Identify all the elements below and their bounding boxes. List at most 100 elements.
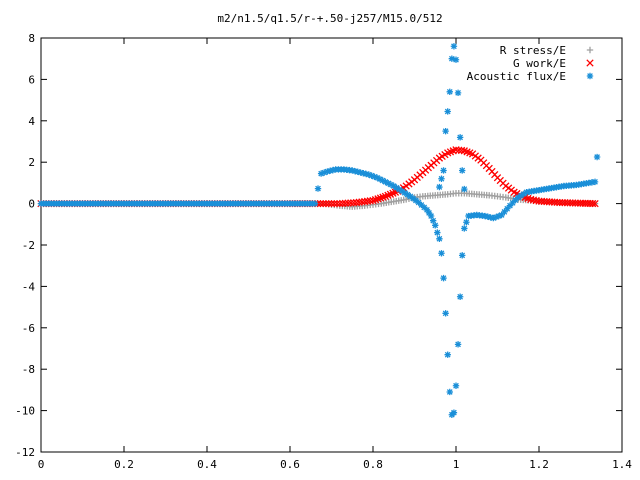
data-point <box>492 213 500 221</box>
data-point <box>311 200 319 207</box>
x-tick-label: 0.2 <box>114 458 134 471</box>
data-point <box>393 184 400 191</box>
data-point <box>415 199 422 206</box>
data-point <box>333 199 341 208</box>
x-tick-label: 1.2 <box>529 458 549 471</box>
data-point <box>425 209 433 217</box>
data-point <box>330 199 338 208</box>
series-acoustic-flux-e <box>37 43 601 418</box>
data-point <box>387 181 395 188</box>
data-point <box>591 199 599 208</box>
data-point <box>412 197 420 204</box>
data-point <box>376 194 385 202</box>
y-tick-label: 0 <box>28 198 35 211</box>
data-point <box>448 55 456 62</box>
data-point <box>484 213 492 220</box>
x-tick-label: 1.4 <box>612 458 632 471</box>
data-point <box>588 199 597 208</box>
data-point <box>327 199 336 208</box>
data-point <box>517 192 525 199</box>
data-point <box>512 196 519 204</box>
data-point <box>442 127 449 135</box>
axis-ticks: 0 0.2 0.4 0.6 0.8 1 1.2 1.4 -12 -10 -8 -6 -4 -2 0 2 4 6 8 <box>15 32 632 471</box>
data-point <box>454 341 462 348</box>
data-point <box>440 274 447 282</box>
data-point <box>316 199 325 208</box>
legend-label: R stress/E <box>500 44 566 57</box>
legend-label: G work/E <box>513 57 566 70</box>
data-marks <box>37 43 601 418</box>
data-point <box>459 252 466 259</box>
data-point <box>382 178 389 186</box>
y-tick-label: -4 <box>22 280 36 293</box>
data-point <box>438 175 445 182</box>
data-point <box>429 217 437 224</box>
data-point <box>398 187 406 195</box>
data-point <box>450 409 458 416</box>
data-point <box>515 194 522 201</box>
data-point <box>321 169 328 176</box>
data-point <box>461 225 468 232</box>
data-point <box>368 172 375 179</box>
data-point <box>456 293 464 300</box>
x-tick-label: 0.8 <box>363 458 383 471</box>
data-point <box>461 185 468 193</box>
data-point <box>498 211 505 219</box>
data-point <box>344 199 352 207</box>
data-point <box>495 212 503 220</box>
data-point <box>527 195 535 204</box>
data-point <box>487 214 494 221</box>
data-point <box>322 199 330 208</box>
data-point <box>326 167 334 175</box>
x-tick-label: 0.6 <box>280 458 300 471</box>
data-point <box>351 167 359 175</box>
data-point <box>369 196 377 205</box>
data-point <box>401 189 409 197</box>
data-point <box>336 199 344 208</box>
x-tick-label: 1 <box>453 458 460 471</box>
data-point <box>503 205 511 212</box>
data-point <box>450 43 458 50</box>
data-point <box>390 182 397 190</box>
data-point <box>420 204 428 211</box>
data-point <box>319 199 327 208</box>
data-point <box>314 185 322 192</box>
data-point <box>446 388 453 396</box>
data-point <box>501 208 508 216</box>
legend-marker <box>586 46 594 54</box>
data-point <box>457 146 466 155</box>
data-point <box>362 170 370 178</box>
data-point <box>490 214 497 222</box>
data-point <box>529 196 538 204</box>
data-point <box>446 88 453 96</box>
data-point <box>418 201 425 209</box>
data-point <box>440 167 447 174</box>
data-point <box>407 193 414 200</box>
data-point <box>593 153 601 161</box>
data-point <box>442 310 449 317</box>
data-point <box>452 56 460 63</box>
x-tick-label: 0 <box>38 458 45 471</box>
data-point <box>324 168 331 175</box>
data-point <box>444 108 451 115</box>
data-point <box>438 250 445 257</box>
y-tick-label: 8 <box>28 32 35 45</box>
y-tick-label: -8 <box>22 363 35 376</box>
data-point <box>317 170 325 177</box>
data-point <box>371 173 378 180</box>
data-point <box>591 178 599 186</box>
data-point <box>404 191 411 198</box>
data-point <box>338 199 347 208</box>
data-point <box>436 183 443 191</box>
y-tick-label: -2 <box>22 239 35 252</box>
data-point <box>452 382 460 389</box>
data-point <box>520 190 527 198</box>
y-tick-label: 6 <box>28 73 35 86</box>
data-point <box>325 199 333 208</box>
data-point <box>481 212 489 220</box>
series-g-work-e <box>37 146 599 208</box>
data-point <box>379 177 386 184</box>
data-point <box>396 186 403 193</box>
legend-marker <box>586 59 594 67</box>
